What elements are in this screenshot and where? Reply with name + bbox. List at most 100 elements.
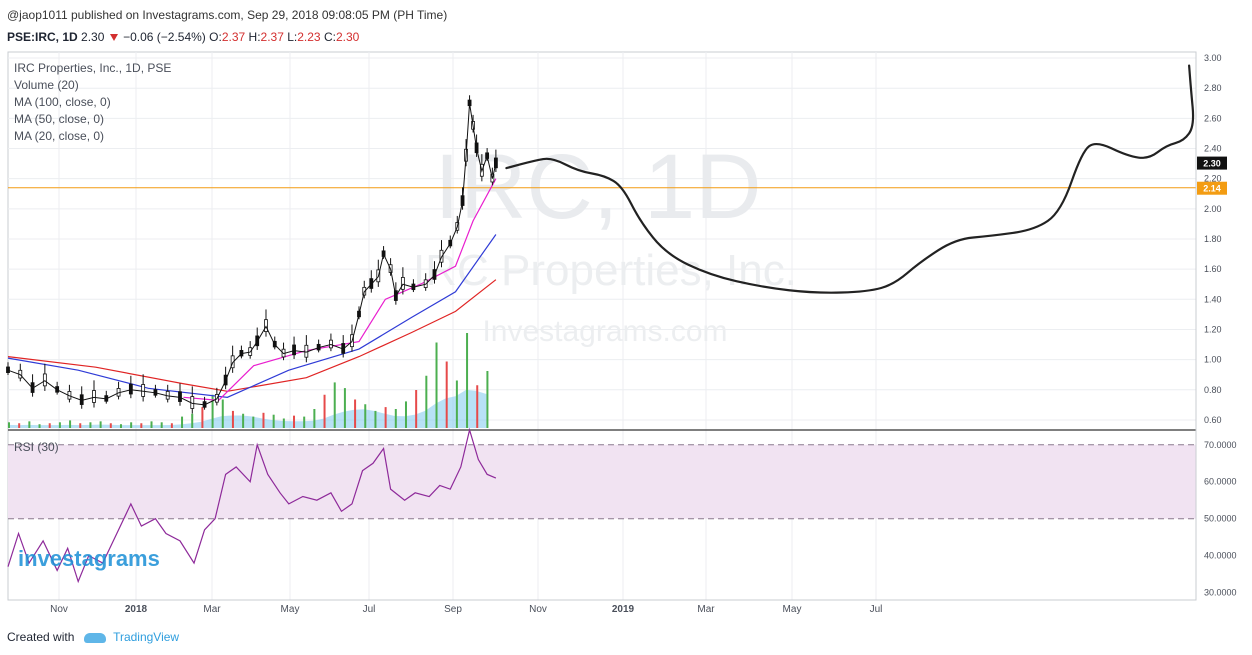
volume-bar xyxy=(466,333,469,428)
price-tick-label: 0.60 xyxy=(1204,415,1222,425)
price-tick-label: 1.20 xyxy=(1204,324,1222,334)
volume-bar xyxy=(262,412,265,428)
volume-bar xyxy=(354,399,357,428)
rsi-tick-label: 30.0000 xyxy=(1204,588,1237,598)
hline-price-tag xyxy=(1197,181,1227,195)
x-tick-label: Jul xyxy=(363,604,376,615)
down-arrow-icon xyxy=(109,34,118,41)
volume-bar xyxy=(394,409,397,428)
low-label: L: xyxy=(287,30,298,44)
x-tick-label: Mar xyxy=(203,604,221,615)
volume-bar xyxy=(476,385,479,428)
volume-bar xyxy=(211,394,214,428)
legend-item: MA (100, close, 0) xyxy=(14,95,111,109)
legend-item: Volume (20) xyxy=(14,78,79,92)
x-tick-label: May xyxy=(281,604,300,615)
candle-body xyxy=(128,383,133,395)
volume-bar xyxy=(333,382,336,428)
volume-bar xyxy=(455,380,458,428)
candle-body xyxy=(6,366,10,373)
open-value: 2.37 xyxy=(221,30,246,44)
candle-body xyxy=(42,373,47,387)
ma50-line xyxy=(7,234,497,398)
candle-body xyxy=(92,390,96,403)
volume-bar xyxy=(323,394,326,428)
last-price-tag xyxy=(1197,156,1227,170)
volume-bar xyxy=(425,375,428,428)
rsi-tick-label: 50.0000 xyxy=(1204,514,1237,524)
volume-bar xyxy=(374,410,377,428)
legend-item: MA (20, close, 0) xyxy=(14,129,104,143)
volume-bar xyxy=(252,416,255,428)
volume-bar xyxy=(69,420,72,428)
x-tick-label: Nov xyxy=(50,604,68,615)
watermark-name: IRC Properties, Inc. xyxy=(413,246,797,295)
volume-bar xyxy=(119,424,122,428)
ma20-line xyxy=(183,178,497,401)
candle-body xyxy=(493,157,498,169)
watermark-site: Investagrams.com xyxy=(482,315,727,348)
price-tick-label: 2.40 xyxy=(1204,144,1222,154)
legend-item: IRC Properties, Inc., 1D, PSE xyxy=(14,61,171,75)
last-price-tag-label: 2.30 xyxy=(1203,159,1221,169)
volume-bar xyxy=(282,418,285,428)
price-tick-label: 3.00 xyxy=(1204,53,1222,63)
volume-bar xyxy=(364,404,367,428)
rsi-tick-label: 40.0000 xyxy=(1204,551,1237,561)
volume-bar xyxy=(303,416,306,428)
price-tick-label: 1.40 xyxy=(1204,294,1222,304)
ohlc-row: PSE:IRC, 1D 2.30 −0.06 (−2.54%) O:2.37 H… xyxy=(7,30,359,44)
candle-body xyxy=(178,391,182,402)
rsi-band xyxy=(8,444,1196,519)
volume-bar xyxy=(38,424,41,428)
candle-body xyxy=(329,339,333,349)
change-value: −0.06 (−2.54%) xyxy=(123,30,206,44)
close-value: 2.30 xyxy=(335,30,360,44)
tradingview-link[interactable]: TradingView xyxy=(113,630,180,644)
x-tick-label: Nov xyxy=(529,604,547,615)
volume-bar xyxy=(79,423,82,428)
volume-bar xyxy=(343,388,346,428)
volume-bar xyxy=(384,407,387,428)
x-tick-label: May xyxy=(783,604,802,615)
volume-bar xyxy=(109,423,112,428)
tradingview-cloud-icon xyxy=(83,632,106,643)
volume-bar xyxy=(140,423,143,428)
volume-bar xyxy=(99,421,102,428)
volume-bar xyxy=(58,422,61,428)
close-label: C: xyxy=(323,30,336,44)
volume-bar xyxy=(231,410,234,428)
volume-bar xyxy=(404,401,407,428)
price-tick-label: 1.00 xyxy=(1204,355,1222,365)
legend-item: MA (50, close, 0) xyxy=(14,112,104,126)
volume-bar xyxy=(313,409,316,428)
candle-body xyxy=(292,344,296,356)
volume-bar xyxy=(28,421,31,428)
price-tick-label: 2.80 xyxy=(1204,83,1222,93)
volume-bar xyxy=(89,422,92,428)
projection-drawing xyxy=(505,64,1195,294)
volume-bar xyxy=(181,416,184,428)
candle-body xyxy=(400,277,405,290)
volume-bar xyxy=(150,421,153,428)
investagrams-logo: investagrams xyxy=(18,546,160,571)
open-label: O: xyxy=(209,30,222,44)
price-tick-label: 2.00 xyxy=(1204,204,1222,214)
x-tick-label: Sep xyxy=(444,604,462,615)
price-tick-label: 2.20 xyxy=(1204,174,1222,184)
volume-bar xyxy=(170,423,173,428)
x-tick-label: Jul xyxy=(870,604,883,615)
price-tick-label: 1.80 xyxy=(1204,234,1222,244)
x-tick-label: 2018 xyxy=(125,604,148,615)
low-value: 2.23 xyxy=(297,30,321,44)
rsi-line xyxy=(7,427,497,584)
volume-bar xyxy=(18,423,21,428)
last-price: 2.30 xyxy=(81,30,105,44)
volume-bar xyxy=(201,407,204,428)
volume-bar xyxy=(293,415,296,428)
volume-bar xyxy=(191,413,194,428)
watermark-symbol: IRC, 1D xyxy=(434,136,761,238)
publisher-line: @jaop1011 published on Investagrams.com,… xyxy=(7,8,448,22)
price-tick-label: 0.80 xyxy=(1204,385,1222,395)
